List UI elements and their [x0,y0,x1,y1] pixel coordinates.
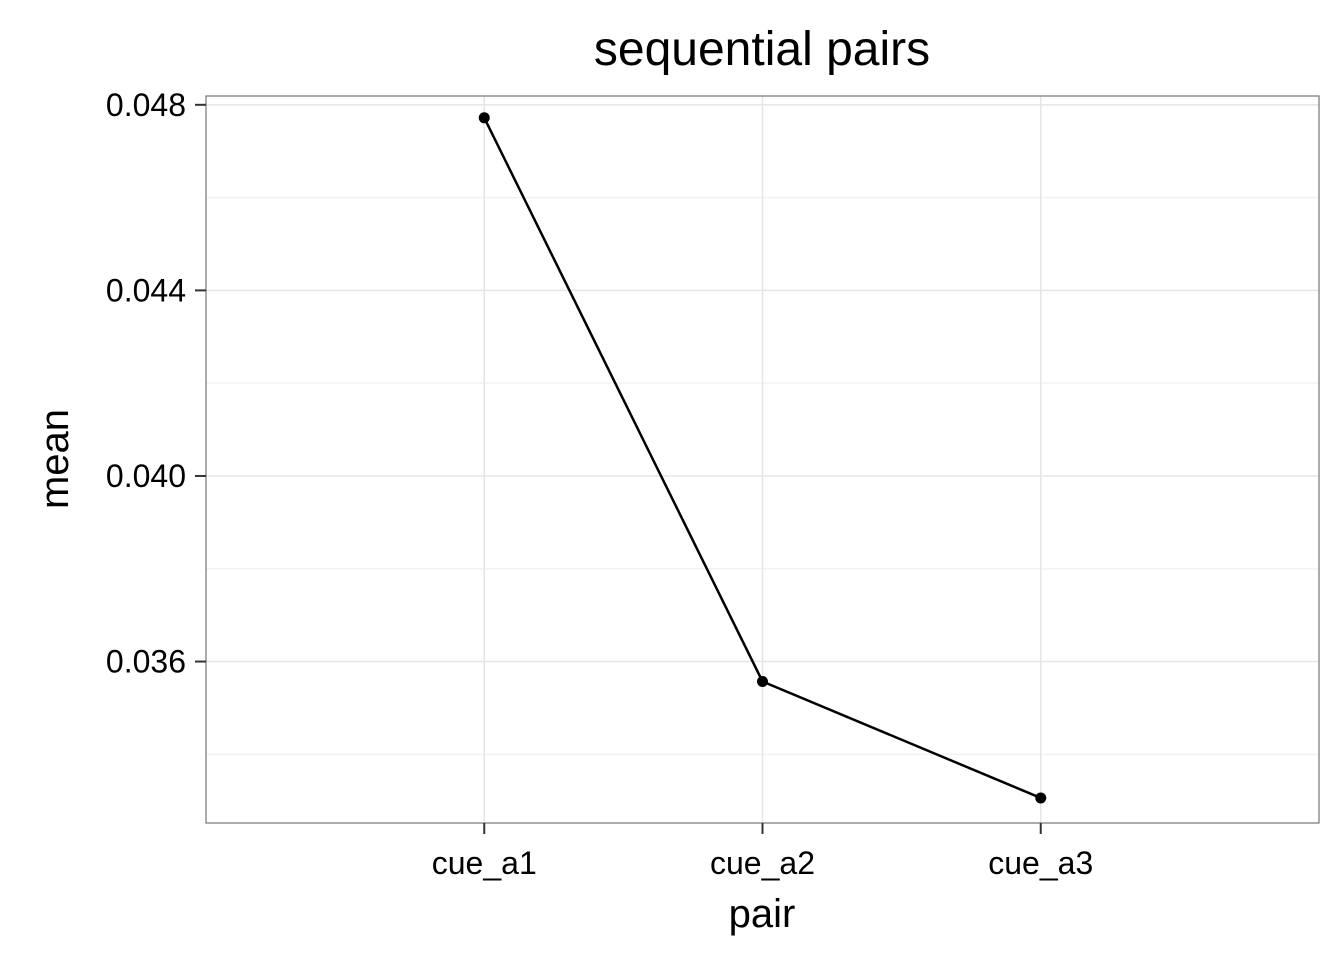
data-points [478,112,1047,804]
x-tick-label: cue_a2 [710,845,815,881]
y-tick-label: 0.036 [106,644,186,680]
y-tick-label: 0.040 [106,458,186,494]
major-gridlines [206,96,1319,823]
y-tick-label: 0.048 [106,87,186,123]
y-tick-label: 0.044 [106,272,186,308]
chart-title: sequential pairs [594,23,930,76]
y-axis: 0.036 0.040 0.044 0.048 [106,87,206,680]
data-point-cue_a2 [757,675,768,687]
x-tick-label: cue_a1 [432,845,537,881]
data-point-cue_a3 [1035,792,1047,804]
x-axis-title: pair [729,892,796,936]
data-point-cue_a1 [478,112,490,124]
y-axis-title: mean [33,409,77,509]
x-axis: cue_a1 cue_a2 cue_a3 [432,823,1093,881]
x-tick-label: cue_a3 [988,845,1093,881]
